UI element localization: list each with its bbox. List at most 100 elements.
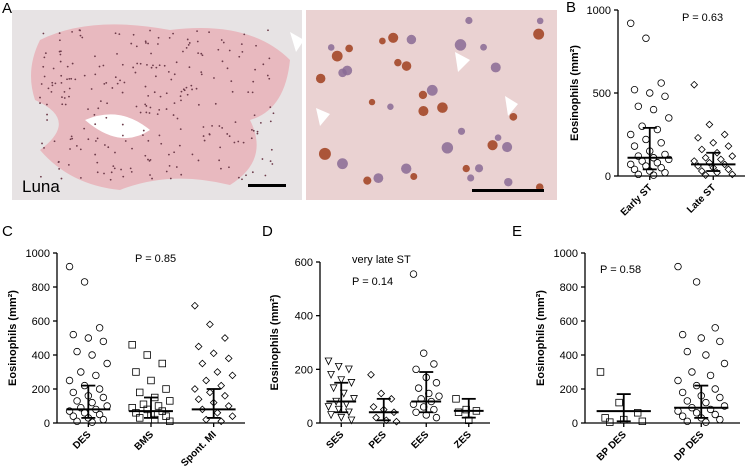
data-point	[697, 167, 706, 175]
speckle-dot	[262, 63, 265, 66]
data-point	[65, 262, 74, 271]
speckle-dot	[121, 91, 124, 94]
subtitle: very late ST	[352, 254, 411, 266]
cell	[536, 17, 544, 25]
cells	[315, 16, 545, 192]
speckle-dot	[150, 52, 152, 55]
data-point	[347, 416, 356, 425]
speckle-dot	[122, 175, 125, 178]
speckle-dot	[79, 176, 82, 179]
speckle-dot	[94, 140, 97, 142]
data-point	[139, 400, 148, 408]
data-point	[634, 170, 643, 179]
cell	[410, 173, 418, 181]
data-point	[716, 393, 724, 402]
x-tick-label: DES	[71, 429, 94, 452]
speckle-dot	[200, 52, 203, 55]
data-point	[132, 409, 140, 417]
speckle-dot	[94, 153, 97, 156]
data-point	[198, 359, 207, 368]
data-point	[329, 384, 338, 393]
speckle-dot	[243, 33, 246, 36]
speckle-dot	[103, 83, 106, 85]
data-point	[642, 135, 650, 144]
speckle-dot	[106, 102, 108, 105]
data-point	[711, 324, 719, 332]
data-point	[697, 145, 706, 154]
speckle-dot	[256, 130, 259, 133]
speckle-dot	[202, 126, 205, 128]
data-point	[191, 301, 199, 310]
speckle-dot	[197, 103, 200, 106]
data-point	[77, 404, 85, 412]
data-point	[683, 347, 691, 356]
speckle-dot	[211, 124, 213, 127]
speckle-dot	[68, 77, 71, 80]
x-tick-label: BMS	[133, 429, 157, 453]
data-point	[420, 349, 428, 357]
speckle-dot	[60, 74, 63, 77]
speckle-dot	[222, 41, 225, 44]
cell	[373, 173, 384, 184]
speckle-dot	[160, 142, 163, 145]
y-tick-label: 1000	[554, 248, 578, 260]
speckle-dot	[132, 33, 135, 36]
data-point	[690, 80, 699, 89]
speckle-dot	[63, 90, 66, 93]
speckle-dot	[74, 78, 77, 81]
data-point	[694, 133, 702, 142]
data-point	[409, 270, 418, 278]
cell	[494, 134, 502, 142]
y-tick-label: 600	[32, 316, 50, 328]
speckle-dot	[94, 55, 96, 58]
speckle-dot	[105, 116, 108, 119]
speckle-dot	[255, 44, 257, 47]
speckle-dot	[154, 75, 157, 78]
speckle-dot	[182, 50, 184, 53]
speckle-dot	[149, 106, 152, 109]
speckle-dot	[46, 113, 48, 116]
speckle-dot	[169, 177, 172, 180]
tissue	[31, 24, 290, 190]
speckle-dot	[144, 103, 147, 106]
data-point	[720, 402, 729, 410]
speckle-dot	[111, 87, 114, 89]
speckle-dot	[251, 171, 254, 174]
speckle-dot	[254, 68, 257, 71]
speckle-dot	[156, 113, 159, 116]
arrowheads	[290, 32, 518, 126]
data-point	[221, 391, 229, 400]
speckle-dot	[173, 73, 176, 76]
speckle-dot	[267, 29, 269, 32]
data-point	[327, 411, 335, 420]
cell	[467, 174, 475, 182]
data-point	[213, 368, 222, 376]
speckle-dot	[123, 81, 126, 84]
speckle-dot	[158, 64, 161, 67]
data-point	[77, 368, 85, 376]
data-point	[95, 324, 104, 332]
y-axis-label: Eosinophils (mm²)	[569, 45, 581, 141]
speckle-dot	[165, 92, 168, 95]
speckle-dot	[121, 123, 124, 126]
speckle-dot	[69, 138, 72, 141]
speckle-dot	[131, 147, 133, 150]
speckle-dot	[40, 83, 43, 85]
data-point	[162, 412, 170, 420]
data-point	[711, 385, 719, 393]
speckle-dot	[58, 50, 61, 53]
speckle-dot	[186, 38, 189, 41]
speckle-dot	[268, 77, 271, 80]
speckle-dot	[187, 44, 190, 46]
speckle-dot	[176, 117, 179, 120]
speckle-dot	[139, 111, 142, 114]
speckle-dot	[42, 65, 45, 68]
data-point	[228, 412, 237, 421]
annotation: P = 0.14	[352, 276, 393, 288]
data-point	[615, 398, 623, 407]
speckle-dot	[269, 106, 272, 109]
speckle-dot	[60, 81, 63, 84]
cell	[387, 103, 394, 110]
data-point	[151, 415, 159, 424]
data-point	[136, 414, 144, 422]
